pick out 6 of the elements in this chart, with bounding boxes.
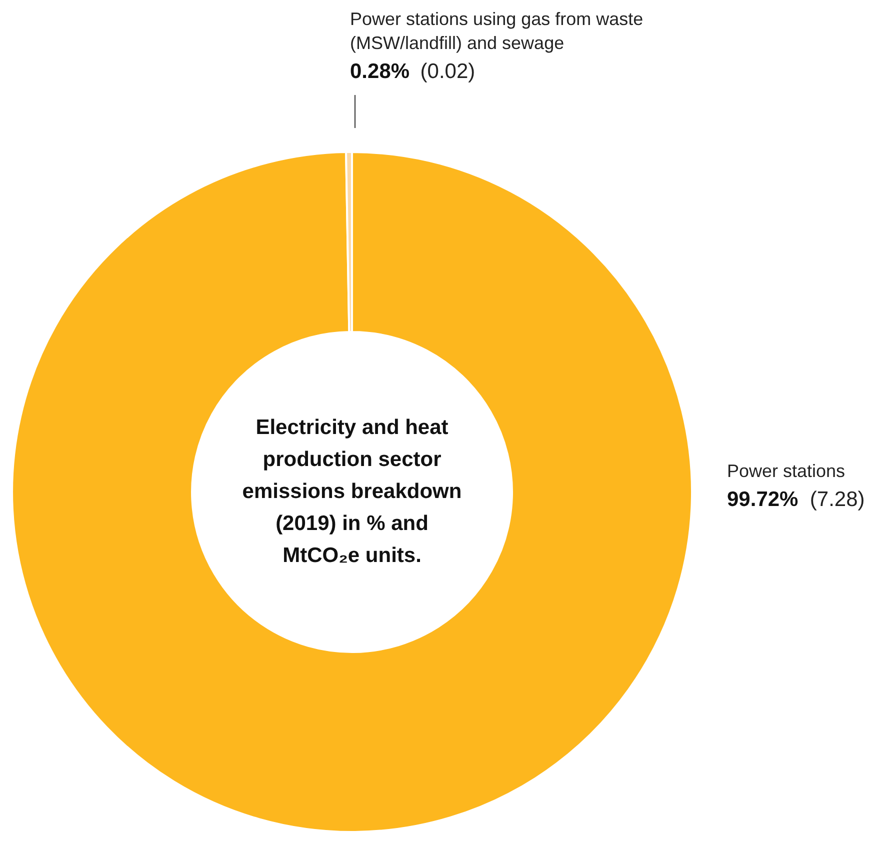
data-label: 99.72% (7.28) [727, 488, 865, 511]
slice-label: Power stations using gas from waste (MSW/landfill) and sewage [350, 9, 644, 53]
data-label: 0.28% (0.02) [350, 60, 476, 83]
donut-slice [11, 151, 693, 832]
slice-label: Power stations [727, 461, 846, 481]
text: Electricity and heat production sector emissions breakdown (2019) in % and MtCO₂e units. [242, 416, 462, 567]
